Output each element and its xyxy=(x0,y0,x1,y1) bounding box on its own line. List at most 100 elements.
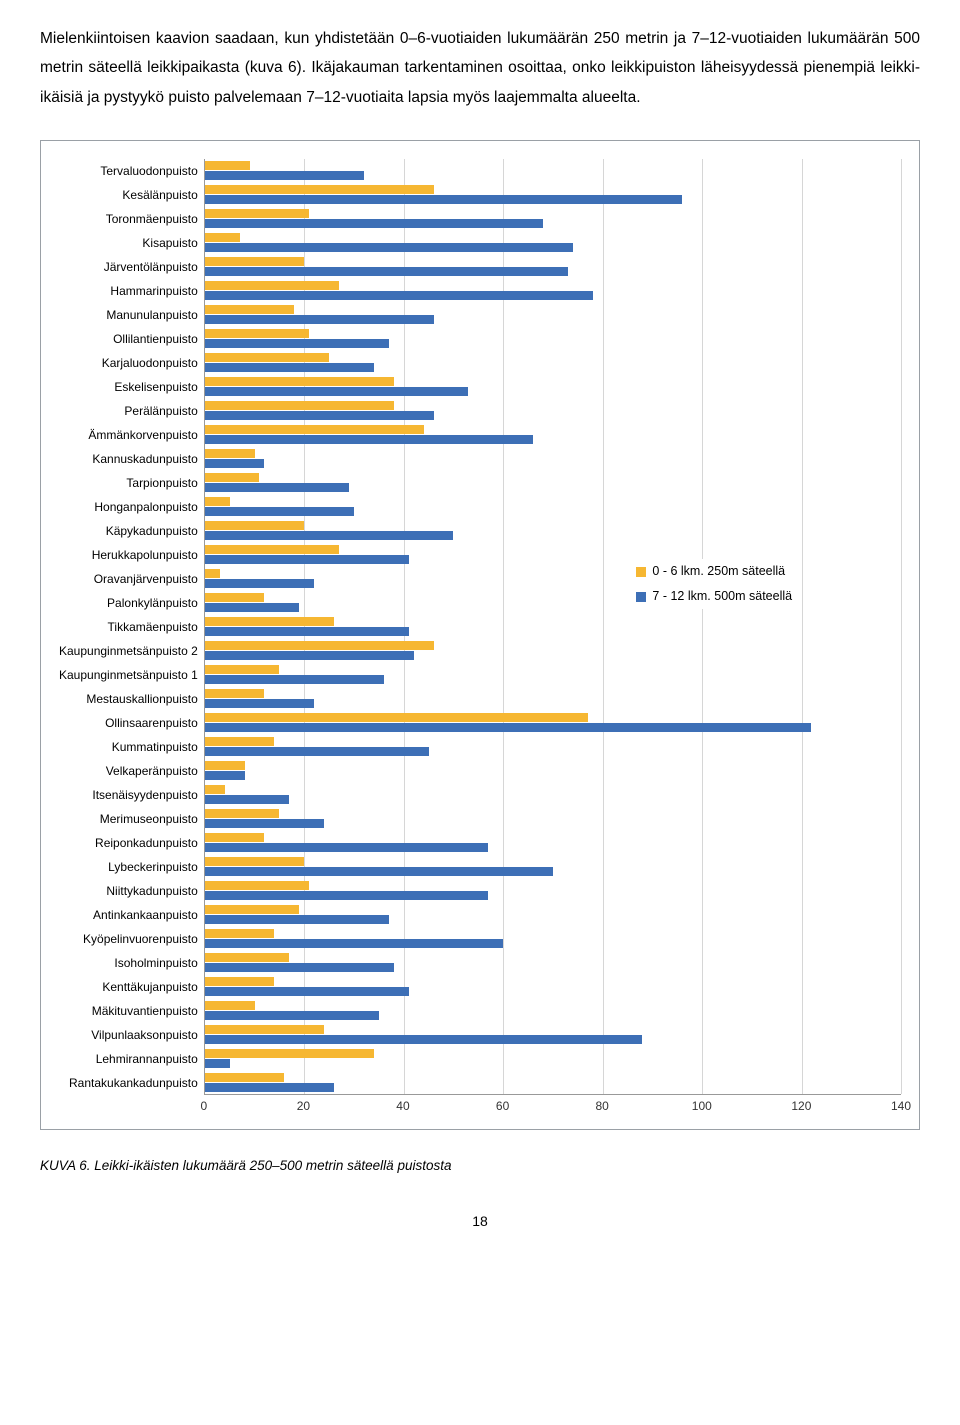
category-label: Hammarinpuisto xyxy=(59,279,198,303)
bar-b xyxy=(205,267,568,276)
bar-a xyxy=(205,1073,285,1082)
bar-b xyxy=(205,555,409,564)
bar-b xyxy=(205,747,429,756)
bar-b xyxy=(205,219,543,228)
bar-group xyxy=(205,375,901,399)
bar-b xyxy=(205,819,324,828)
bar-group xyxy=(205,879,901,903)
legend-label: 0 - 6 lkm. 250m säteellä xyxy=(652,559,785,584)
category-label: Perälänpuisto xyxy=(59,399,198,423)
plot-area: 0 - 6 lkm. 250m säteellä7 - 12 lkm. 500m… xyxy=(204,159,901,1095)
bar-b xyxy=(205,507,354,516)
bar-a xyxy=(205,641,434,650)
bar-b xyxy=(205,1011,379,1020)
bar-a xyxy=(205,953,290,962)
bar-b xyxy=(205,1035,643,1044)
bar-b xyxy=(205,699,314,708)
category-label: Tikkamäenpuisto xyxy=(59,615,198,639)
bar-group xyxy=(205,399,901,423)
bar-b xyxy=(205,723,812,732)
bar-b xyxy=(205,459,265,468)
bar-b xyxy=(205,243,573,252)
category-label: Ämmänkorvenpuisto xyxy=(59,423,198,447)
bar-group xyxy=(205,351,901,375)
x-tick-label: 100 xyxy=(692,1099,712,1113)
bar-a xyxy=(205,665,280,674)
category-label: Kaupunginmetsänpuisto 2 xyxy=(59,639,198,663)
bar-group xyxy=(205,159,901,183)
bar-group xyxy=(205,807,901,831)
bar-b xyxy=(205,939,503,948)
category-label: Oravanjärvenpuisto xyxy=(59,567,198,591)
category-label: Isoholminpuisto xyxy=(59,951,198,975)
bar-a xyxy=(205,785,225,794)
x-axis: 020406080100120140 xyxy=(204,1095,901,1119)
category-label: Merimuseonpuisto xyxy=(59,807,198,831)
intro-paragraph: Mielenkiintoisen kaavion saadaan, kun yh… xyxy=(40,24,920,112)
category-label: Karjaluodonpuisto xyxy=(59,351,198,375)
bar-group xyxy=(205,663,901,687)
category-label: Kummatinpuisto xyxy=(59,735,198,759)
category-label: Lehmirannanpuisto xyxy=(59,1047,198,1071)
bar-group xyxy=(205,999,901,1023)
bar-group xyxy=(205,255,901,279)
x-tick-label: 60 xyxy=(496,1099,509,1113)
bar-group xyxy=(205,831,901,855)
bar-b xyxy=(205,891,488,900)
bar-b xyxy=(205,531,454,540)
legend-item: 7 - 12 lkm. 500m säteellä xyxy=(636,584,792,609)
bar-group xyxy=(205,543,901,567)
bar-a xyxy=(205,449,255,458)
bar-b xyxy=(205,171,364,180)
bar-b xyxy=(205,987,409,996)
bar-a xyxy=(205,713,588,722)
bar-a xyxy=(205,281,339,290)
bar-a xyxy=(205,929,275,938)
category-label: Kisapuisto xyxy=(59,231,198,255)
category-label: Niittykadunpuisto xyxy=(59,879,198,903)
bar-group xyxy=(205,639,901,663)
bar-group xyxy=(205,735,901,759)
bar-group xyxy=(205,1023,901,1047)
bar-b xyxy=(205,339,389,348)
bar-b xyxy=(205,843,488,852)
legend-label: 7 - 12 lkm. 500m säteellä xyxy=(652,584,792,609)
bar-a xyxy=(205,377,394,386)
bar-b xyxy=(205,771,245,780)
bar-group xyxy=(205,567,901,591)
bar-b xyxy=(205,315,434,324)
bar-group xyxy=(205,783,901,807)
chart-body: TervaluodonpuistoKesälänpuistoToronmäenp… xyxy=(59,159,901,1119)
category-label: Manunulanpuisto xyxy=(59,303,198,327)
category-label: Ollilantienpuisto xyxy=(59,327,198,351)
bar-group xyxy=(205,303,901,327)
bar-a xyxy=(205,881,309,890)
bar-a xyxy=(205,905,299,914)
category-label: Järventölänpuisto xyxy=(59,255,198,279)
bar-b xyxy=(205,195,682,204)
legend-swatch xyxy=(636,567,646,577)
bar-group xyxy=(205,615,901,639)
y-axis-labels: TervaluodonpuistoKesälänpuistoToronmäenp… xyxy=(59,159,204,1119)
bar-a xyxy=(205,1049,374,1058)
category-label: Tervaluodonpuisto xyxy=(59,159,198,183)
category-label: Käpykadunpuisto xyxy=(59,519,198,543)
bar-a xyxy=(205,977,275,986)
bar-a xyxy=(205,833,265,842)
bar-a xyxy=(205,809,280,818)
bar-b xyxy=(205,411,434,420)
bar-a xyxy=(205,161,250,170)
bar-a xyxy=(205,353,329,362)
bar-a xyxy=(205,209,309,218)
figure-caption: KUVA 6. Leikki-ikäisten lukumäärä 250–50… xyxy=(40,1158,920,1173)
category-label: Kenttäkujanpuisto xyxy=(59,975,198,999)
bar-b xyxy=(205,867,553,876)
x-tick-label: 20 xyxy=(297,1099,310,1113)
category-label: Reiponkadunpuisto xyxy=(59,831,198,855)
page-number: 18 xyxy=(40,1213,920,1229)
bar-a xyxy=(205,617,334,626)
bar-a xyxy=(205,545,339,554)
bar-b xyxy=(205,579,314,588)
bar-a xyxy=(205,329,309,338)
bar-a xyxy=(205,761,245,770)
